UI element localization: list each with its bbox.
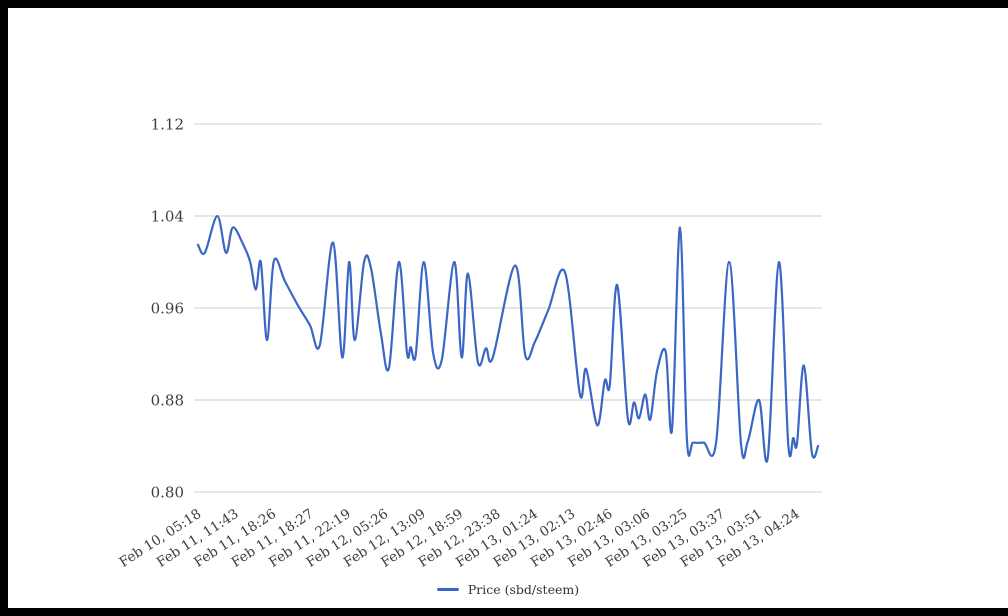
chart-canvas: 1.12 1.04 0.96 0.88 0.80 Feb 10, 05:18 Feb 11… <box>8 8 1008 608</box>
y-axis-tick-label: 1.04 <box>151 208 184 226</box>
legend: Price (sbd/steem) <box>8 582 1008 597</box>
y-axis-tick-label: 0.96 <box>151 300 184 318</box>
gridlines <box>194 123 822 493</box>
y-axis-tick-label: 1.12 <box>151 116 184 134</box>
y-axis-tick-label: 0.88 <box>151 392 184 410</box>
legend-label: Price (sbd/steem) <box>467 582 580 597</box>
y-axis-tick-label: 0.80 <box>151 484 184 502</box>
price-series-line[interactable] <box>196 214 820 463</box>
legend-line-swatch <box>436 588 459 591</box>
y-axis-labels: 1.12 1.04 0.96 0.88 0.80 <box>151 116 184 502</box>
